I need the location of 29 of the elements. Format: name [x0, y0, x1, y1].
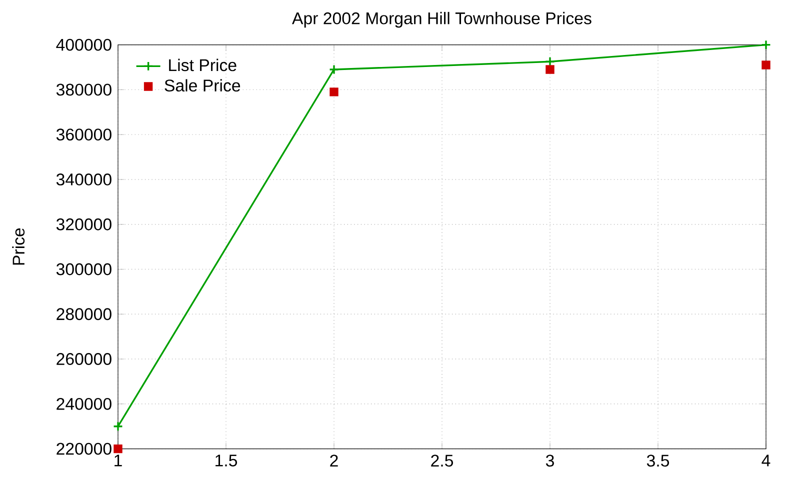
legend-label: List Price [169, 58, 236, 72]
y-tick-label: 240000 [56, 398, 112, 410]
x-tick-label: 3.5 [646, 454, 670, 467]
point [760, 40, 772, 50]
y-tick-label: 320000 [56, 218, 112, 230]
y-tick-label: 280000 [56, 308, 112, 320]
x-tick-label: 2.5 [431, 454, 454, 467]
y-tick-label: 400000 [56, 38, 112, 51]
y-tick-label: 380000 [56, 84, 112, 96]
x-tick-label: 1.5 [216, 454, 238, 466]
y-tick-label: 340000 [56, 174, 112, 186]
point [544, 56, 556, 67]
y-tick-label: 260000 [56, 353, 112, 365]
y-tick-label: 220000 [56, 442, 112, 455]
point [328, 64, 340, 75]
y-axis-title: Price [12, 228, 25, 265]
legend-label: Sale Price [164, 79, 240, 92]
x-tick-label: 1 [114, 454, 122, 466]
point [112, 421, 124, 432]
x-tick-label: 4 [762, 454, 770, 466]
point [330, 88, 338, 96]
point [762, 60, 770, 70]
chart-title: Apr 2002 Morgan Hill Townhouse Prices [292, 12, 592, 28]
x-tick-label: 3 [546, 454, 554, 467]
y-tick-label: 300000 [56, 263, 112, 276]
point [114, 444, 122, 454]
y-tick-label: 360000 [56, 128, 112, 141]
x-tick-label: 2 [330, 454, 338, 466]
point [546, 65, 554, 74]
